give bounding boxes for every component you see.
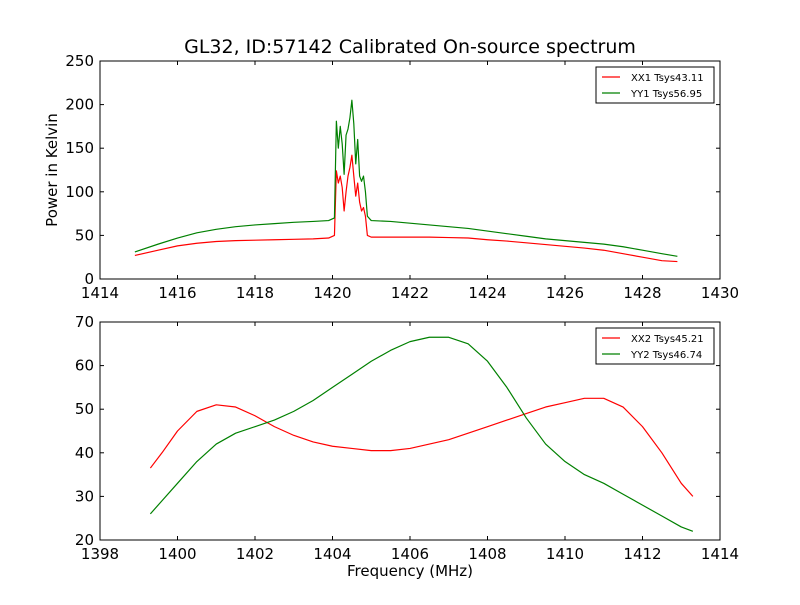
y-tick-label: 70 xyxy=(75,313,94,331)
chart-title: GL32, ID:57142 Calibrated On-source spec… xyxy=(184,36,636,58)
y-tick-label: 150 xyxy=(65,139,94,157)
series-line-1 xyxy=(149,397,694,497)
x-tick-label: 1412 xyxy=(623,545,661,563)
x-tick-label: 1420 xyxy=(313,284,351,302)
y-tick-label: 0 xyxy=(84,270,94,288)
x-tick-label: 1408 xyxy=(468,545,506,563)
legend: XX1 Tsys43.11 YY1 Tsys56.95 xyxy=(595,66,715,104)
x-tick-label: 1414 xyxy=(701,545,739,563)
legend-box xyxy=(595,66,715,104)
y-tick-label: 50 xyxy=(75,400,94,418)
x-tick-label: 1416 xyxy=(158,284,196,302)
legend-label: YY1 Tsys56.95 xyxy=(630,89,702,100)
x-tick-label: 1426 xyxy=(546,284,584,302)
y-tick-label: 50 xyxy=(75,226,94,244)
y-tick-label: 250 xyxy=(65,52,94,70)
x-tick-label: 1404 xyxy=(313,545,351,563)
x-tick-label: 1430 xyxy=(701,284,739,302)
x-tick-label: 1414 xyxy=(81,284,119,302)
legend-label: XX2 Tsys45.21 xyxy=(631,334,704,345)
y-tick-label: 40 xyxy=(75,444,94,462)
legend: XX2 Tsys45.21 YY2 Tsys46.74 xyxy=(595,327,715,365)
x-tick-label: 1422 xyxy=(391,284,429,302)
y-axis-label: Power in Kelvin xyxy=(43,113,61,227)
x-tick-label: 1418 xyxy=(236,284,274,302)
x-tick-label: 1400 xyxy=(158,545,196,563)
bottom-panel: 1398 1400 1402 1404 1406 1408 1410 1412 1414 20 30… xyxy=(75,313,739,563)
x-tick-label: 1402 xyxy=(236,545,274,563)
x-tick-label: 1406 xyxy=(391,545,429,563)
x-tick-label: 1424 xyxy=(468,284,506,302)
x-axis-label: Frequency (MHz) xyxy=(347,562,473,580)
series-line-2 xyxy=(134,99,678,257)
x-tick-label: 1410 xyxy=(546,545,584,563)
y-tick-label: 60 xyxy=(75,357,94,375)
y-tick-label: 200 xyxy=(65,96,94,114)
top-panel: 1414 1416 1418 1420 1422 1424 1426 1428 1430 0 50 1… xyxy=(43,52,739,302)
y-tick-label: 100 xyxy=(65,183,94,201)
series-line-2 xyxy=(149,336,694,532)
legend-box xyxy=(595,327,715,365)
x-tick-label: 1398 xyxy=(81,545,119,563)
x-tick-label: 1428 xyxy=(623,284,661,302)
series-line-1 xyxy=(134,154,678,263)
y-tick-label: 20 xyxy=(75,531,94,549)
legend-label: XX1 Tsys43.11 xyxy=(631,73,704,84)
y-tick-label: 30 xyxy=(75,487,94,505)
legend-label: YY2 Tsys46.74 xyxy=(630,350,702,361)
